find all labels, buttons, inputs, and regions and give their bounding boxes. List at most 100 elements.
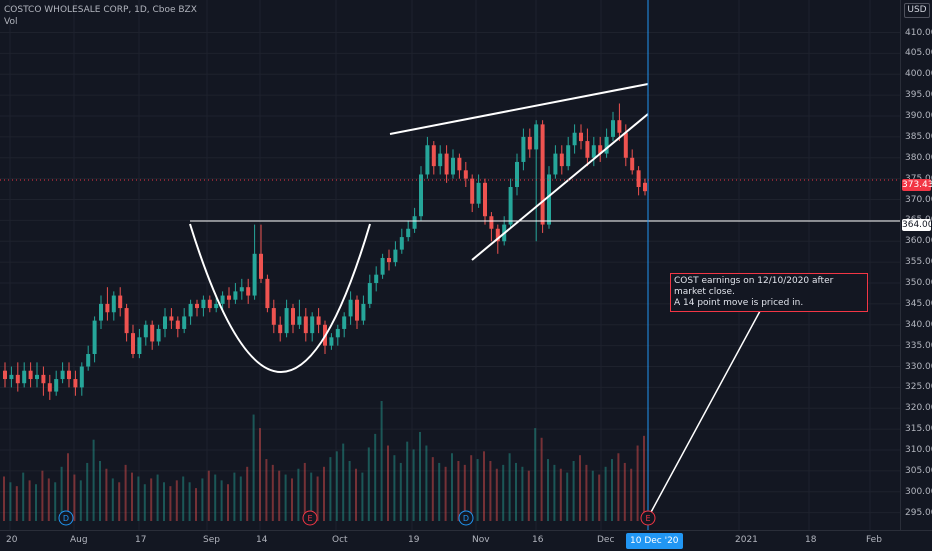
volume-bar [623, 462, 626, 521]
candle-body [316, 316, 321, 325]
candle-body [412, 216, 417, 229]
price-tick-label: 370.00 [905, 194, 932, 205]
price-tick-label: 330.00 [905, 361, 932, 372]
volume-bar [79, 480, 82, 521]
volume-bar [118, 482, 121, 521]
price-tick-label: 360.00 [905, 236, 932, 247]
candle-body [476, 182, 481, 204]
volume-bar [182, 476, 185, 521]
volume-bar [15, 486, 18, 521]
candle-body [572, 132, 577, 146]
volume-bar [99, 461, 101, 521]
volume-bar [214, 474, 217, 521]
candle-body [463, 170, 468, 179]
volume-bar [579, 455, 581, 521]
volume-indicator-label[interactable]: Vol [4, 17, 18, 27]
candle-body [175, 320, 180, 329]
time-tick-label: 2021 [735, 535, 758, 545]
candle-body [214, 303, 219, 309]
price-tick-label: 375.00 [905, 174, 932, 184]
volume-bar [476, 459, 479, 521]
candle-body [566, 145, 571, 167]
volume-bar [227, 484, 229, 521]
volume-bar [559, 468, 562, 521]
candle-body [99, 303, 103, 321]
candle-body [617, 120, 622, 133]
candle-body [291, 308, 295, 325]
volume-bar [297, 468, 300, 521]
volume-bar [28, 480, 31, 521]
volume-bar [451, 453, 453, 521]
volume-bar [220, 480, 223, 521]
symbol-title: COSTCO WHOLESALE CORP, 1D, Cboe BZX [4, 5, 197, 15]
candle-body [297, 316, 302, 325]
volume-bar [630, 468, 633, 521]
price-axis[interactable]: USD 410.00 405.00 400.00 395.00 390.00 385.00… [900, 0, 932, 530]
candle-body [451, 157, 455, 175]
candle-body [67, 370, 71, 380]
candle-body [380, 257, 385, 275]
candle-body [47, 383, 52, 392]
candle-body [246, 287, 251, 296]
volume-bar [604, 466, 607, 521]
chart-area[interactable]: D E D E COSTCO WHOLESALE CORP, 1D, Cboe BZX… [0, 0, 900, 530]
volume-bar [291, 478, 293, 521]
candle-body [406, 228, 411, 238]
volume-bar [643, 435, 645, 521]
volume-bar [41, 470, 44, 521]
candle-body [374, 274, 379, 284]
event-marker[interactable]: E [302, 510, 318, 526]
volume-bar [502, 464, 505, 521]
time-tick-label: 20 [6, 535, 18, 545]
volume-bar [399, 462, 402, 521]
candle-body [284, 308, 289, 334]
currency-button[interactable]: USD [904, 3, 930, 18]
candle-body [105, 303, 110, 313]
candle-body [431, 145, 436, 167]
volume-bar [137, 476, 140, 521]
event-marker[interactable]: E [640, 510, 656, 526]
volume-bar [585, 464, 588, 521]
candle-body [348, 299, 353, 317]
volume-bar [246, 466, 249, 521]
candle-body [201, 299, 206, 309]
candle-body [22, 370, 27, 384]
candle-body [444, 153, 449, 175]
candle-body [521, 136, 526, 162]
candle-body [553, 153, 558, 175]
candle-body [534, 124, 539, 150]
wedge-upper-trendline [389, 83, 649, 135]
candle-body [118, 295, 123, 309]
price-tick-label: 410.00 [905, 27, 932, 38]
candle-body [399, 237, 404, 250]
candle-body [207, 299, 212, 309]
candle-body [438, 153, 443, 167]
candle-body [131, 333, 135, 354]
candle-body [156, 328, 161, 342]
time-tick-label: 16 [532, 535, 544, 545]
volume-bar [534, 428, 537, 521]
volume-bar [425, 445, 428, 521]
event-marker[interactable]: D [458, 510, 474, 526]
event-marker-letter: E [645, 514, 650, 523]
volume-bar [508, 453, 511, 521]
time-axis[interactable]: 20 Aug 17 Sep 14 Oct 19 Nov 16 Dec 2021 18 Feb 10 De… [0, 530, 932, 551]
volume-bar [169, 486, 172, 521]
volume-bar [431, 457, 434, 521]
volume-bar [35, 484, 37, 521]
candle-body [540, 124, 545, 225]
candle-body [367, 283, 372, 304]
candle-body [527, 136, 532, 150]
candle-body [239, 287, 244, 292]
candle-body [591, 145, 596, 158]
candle-body [41, 374, 46, 384]
candle-body [604, 136, 609, 154]
event-marker[interactable]: D [58, 510, 74, 526]
earnings-annotation-box[interactable]: COST earnings on 12/10/2020 after market… [670, 273, 868, 312]
volume-bar [342, 443, 345, 521]
price-tick-label: 405.00 [905, 48, 932, 59]
event-marker-circle [302, 510, 318, 526]
candle-body [547, 174, 551, 225]
candle-body [495, 228, 500, 242]
